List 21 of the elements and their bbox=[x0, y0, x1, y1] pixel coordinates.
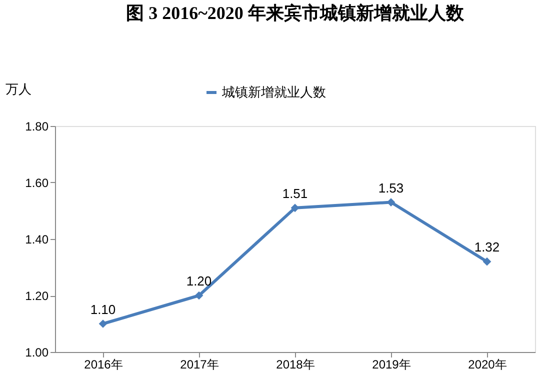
data-label: 1.32 bbox=[474, 240, 500, 255]
x-tick-label: 2017年 bbox=[180, 358, 219, 372]
y-tick-label: 1.40 bbox=[25, 232, 49, 246]
y-axis-title: 万人 bbox=[6, 82, 32, 96]
x-tick-label: 2020年 bbox=[468, 358, 507, 372]
chart-title: 图 3 2016~2020 年来宾市城镇新增就业人数 bbox=[126, 3, 465, 23]
point bbox=[98, 320, 108, 328]
y-tick-label: 1.20 bbox=[25, 289, 49, 303]
point bbox=[194, 291, 204, 300]
y-tick-label: 1.00 bbox=[25, 346, 49, 360]
data-label: 1.10 bbox=[90, 302, 116, 317]
data-label: 1.51 bbox=[282, 186, 308, 201]
data-label: 1.20 bbox=[186, 274, 212, 288]
point bbox=[482, 257, 492, 266]
x-tick-label: 2018年 bbox=[276, 358, 315, 372]
x-tick-label: 2019年 bbox=[372, 358, 411, 372]
y-tick-label: 1.80 bbox=[25, 120, 49, 134]
legend-label: 城镇新增就业人数 bbox=[221, 84, 326, 100]
y-tick-label: 1.60 bbox=[25, 176, 49, 190]
data-label: 1.53 bbox=[378, 180, 404, 196]
x-tick-label: 2016年 bbox=[84, 358, 123, 372]
